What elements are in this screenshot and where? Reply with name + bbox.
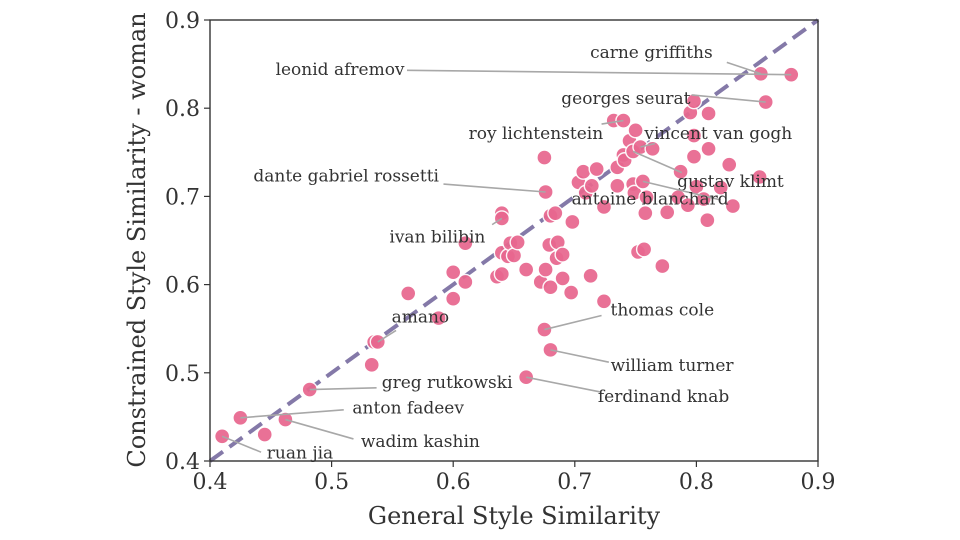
scatter-point [637, 204, 654, 222]
annotation-line [640, 142, 656, 148]
scatter-point [609, 177, 626, 195]
x-tick-label: 0.8 [679, 470, 714, 495]
scatter-point [554, 246, 571, 263]
scatter-point [564, 213, 581, 231]
scatter-point [700, 140, 717, 157]
annotation-label: georges seurat [561, 89, 690, 109]
scatter-point [363, 356, 380, 374]
annotation-line [601, 119, 624, 125]
annotation-line [377, 329, 397, 343]
annotation-label: carne griffiths [590, 43, 713, 63]
scatter-point [445, 264, 462, 281]
annotation-line [691, 94, 766, 103]
annotation-line [726, 61, 762, 75]
y-tick-label: 0.7 [165, 185, 200, 210]
x-tick-label: 0.7 [557, 470, 592, 495]
y-tick-label: 0.4 [165, 450, 200, 475]
annotation-label: gustav klimt [677, 172, 784, 192]
scatter-point [509, 234, 526, 251]
scatter-point [721, 156, 738, 173]
scatter-point [595, 293, 613, 310]
annotation-line [309, 386, 377, 391]
annotation-label: ferdinand knab [598, 387, 730, 407]
scatter-point [751, 168, 768, 186]
annotation-line [544, 314, 602, 331]
y-tick-label: 0.8 [165, 97, 200, 122]
scatter-point [638, 189, 655, 206]
scatter-point [654, 257, 671, 275]
annotation-line [632, 150, 683, 174]
scatter-point [685, 148, 703, 165]
scatter-point [400, 285, 417, 302]
plot-frame [209, 19, 819, 462]
annotation-label: ivan bilibin [389, 227, 485, 247]
scatter-point [659, 204, 676, 221]
scatter-point [536, 149, 553, 166]
annotation-line [406, 69, 792, 76]
scatter-point [430, 309, 447, 327]
annotation-label: anton fadeev [352, 398, 464, 418]
scatter-point [493, 265, 511, 283]
y-tick-label: 0.5 [165, 362, 200, 387]
x-tick-label: 0.4 [193, 470, 228, 495]
scatter-point [457, 273, 474, 291]
y-tick-label: 0.6 [165, 274, 200, 299]
annotation-line [491, 217, 503, 226]
scatter-point [562, 284, 580, 301]
scatter-point [685, 92, 703, 110]
scatter-point [699, 212, 716, 229]
annotation-label: greg rutkowski [382, 373, 513, 393]
x-tick-label: 0.9 [801, 470, 836, 495]
annotation-line [526, 376, 602, 393]
annotation-label: thomas cole [611, 301, 715, 321]
scatter-point [595, 198, 613, 216]
scatter-point [445, 290, 462, 307]
scatter-point [542, 279, 559, 296]
scatter-point [575, 163, 592, 180]
scatter-point [685, 127, 703, 144]
scatter-point [588, 160, 605, 178]
x-tick-label: 0.5 [314, 470, 349, 495]
scatter-point [554, 270, 571, 287]
annotation-line [443, 183, 546, 193]
annotation-label: leonid afremov [276, 60, 405, 80]
scatter-point [724, 197, 742, 215]
scatter-point [547, 204, 564, 222]
annotation-label: ruan jia [267, 443, 333, 463]
annotation-label: wadim kashin [361, 432, 480, 452]
scatter-point [457, 234, 474, 252]
x-axis-title: General Style Similarity [368, 502, 661, 530]
annotation-group: carne griffiths leonid afremov georges seu… [221, 43, 792, 463]
scatter-point [712, 179, 729, 196]
annotation-line [221, 435, 262, 453]
y-tick-label: 0.9 [165, 9, 200, 34]
scatter-point [627, 122, 644, 139]
annotation-line [642, 180, 721, 201]
annotation-label: dante gabriel rossetti [253, 166, 439, 186]
annotation-line [240, 409, 344, 419]
scatter-point [700, 105, 717, 122]
annotation-line [550, 349, 610, 363]
scatter-point [537, 261, 554, 278]
annotation-label: amano [392, 308, 450, 328]
annotation-label: william turner [611, 356, 735, 376]
y-axis-title: Constrained Style Similarity - woman [123, 12, 151, 467]
annotation-label: vincent van gogh [643, 124, 792, 144]
scatter-point [517, 261, 535, 278]
scatter-point [635, 241, 653, 258]
annotation-line [285, 418, 354, 440]
scatter-point [582, 267, 599, 284]
annotation-label: roy lichtenstein [469, 124, 604, 144]
annotation-label: antoine blanchard [572, 189, 729, 209]
scatter-point [679, 197, 697, 214]
axes: 0.4 0.5 0.6 0.7 0.8 0.9 0.4 0.5 0.6 0.7 0.8 0.9 [165, 9, 836, 495]
x-tick-label: 0.6 [436, 470, 471, 495]
scatter-point [256, 426, 273, 443]
scatter-point [583, 177, 601, 195]
